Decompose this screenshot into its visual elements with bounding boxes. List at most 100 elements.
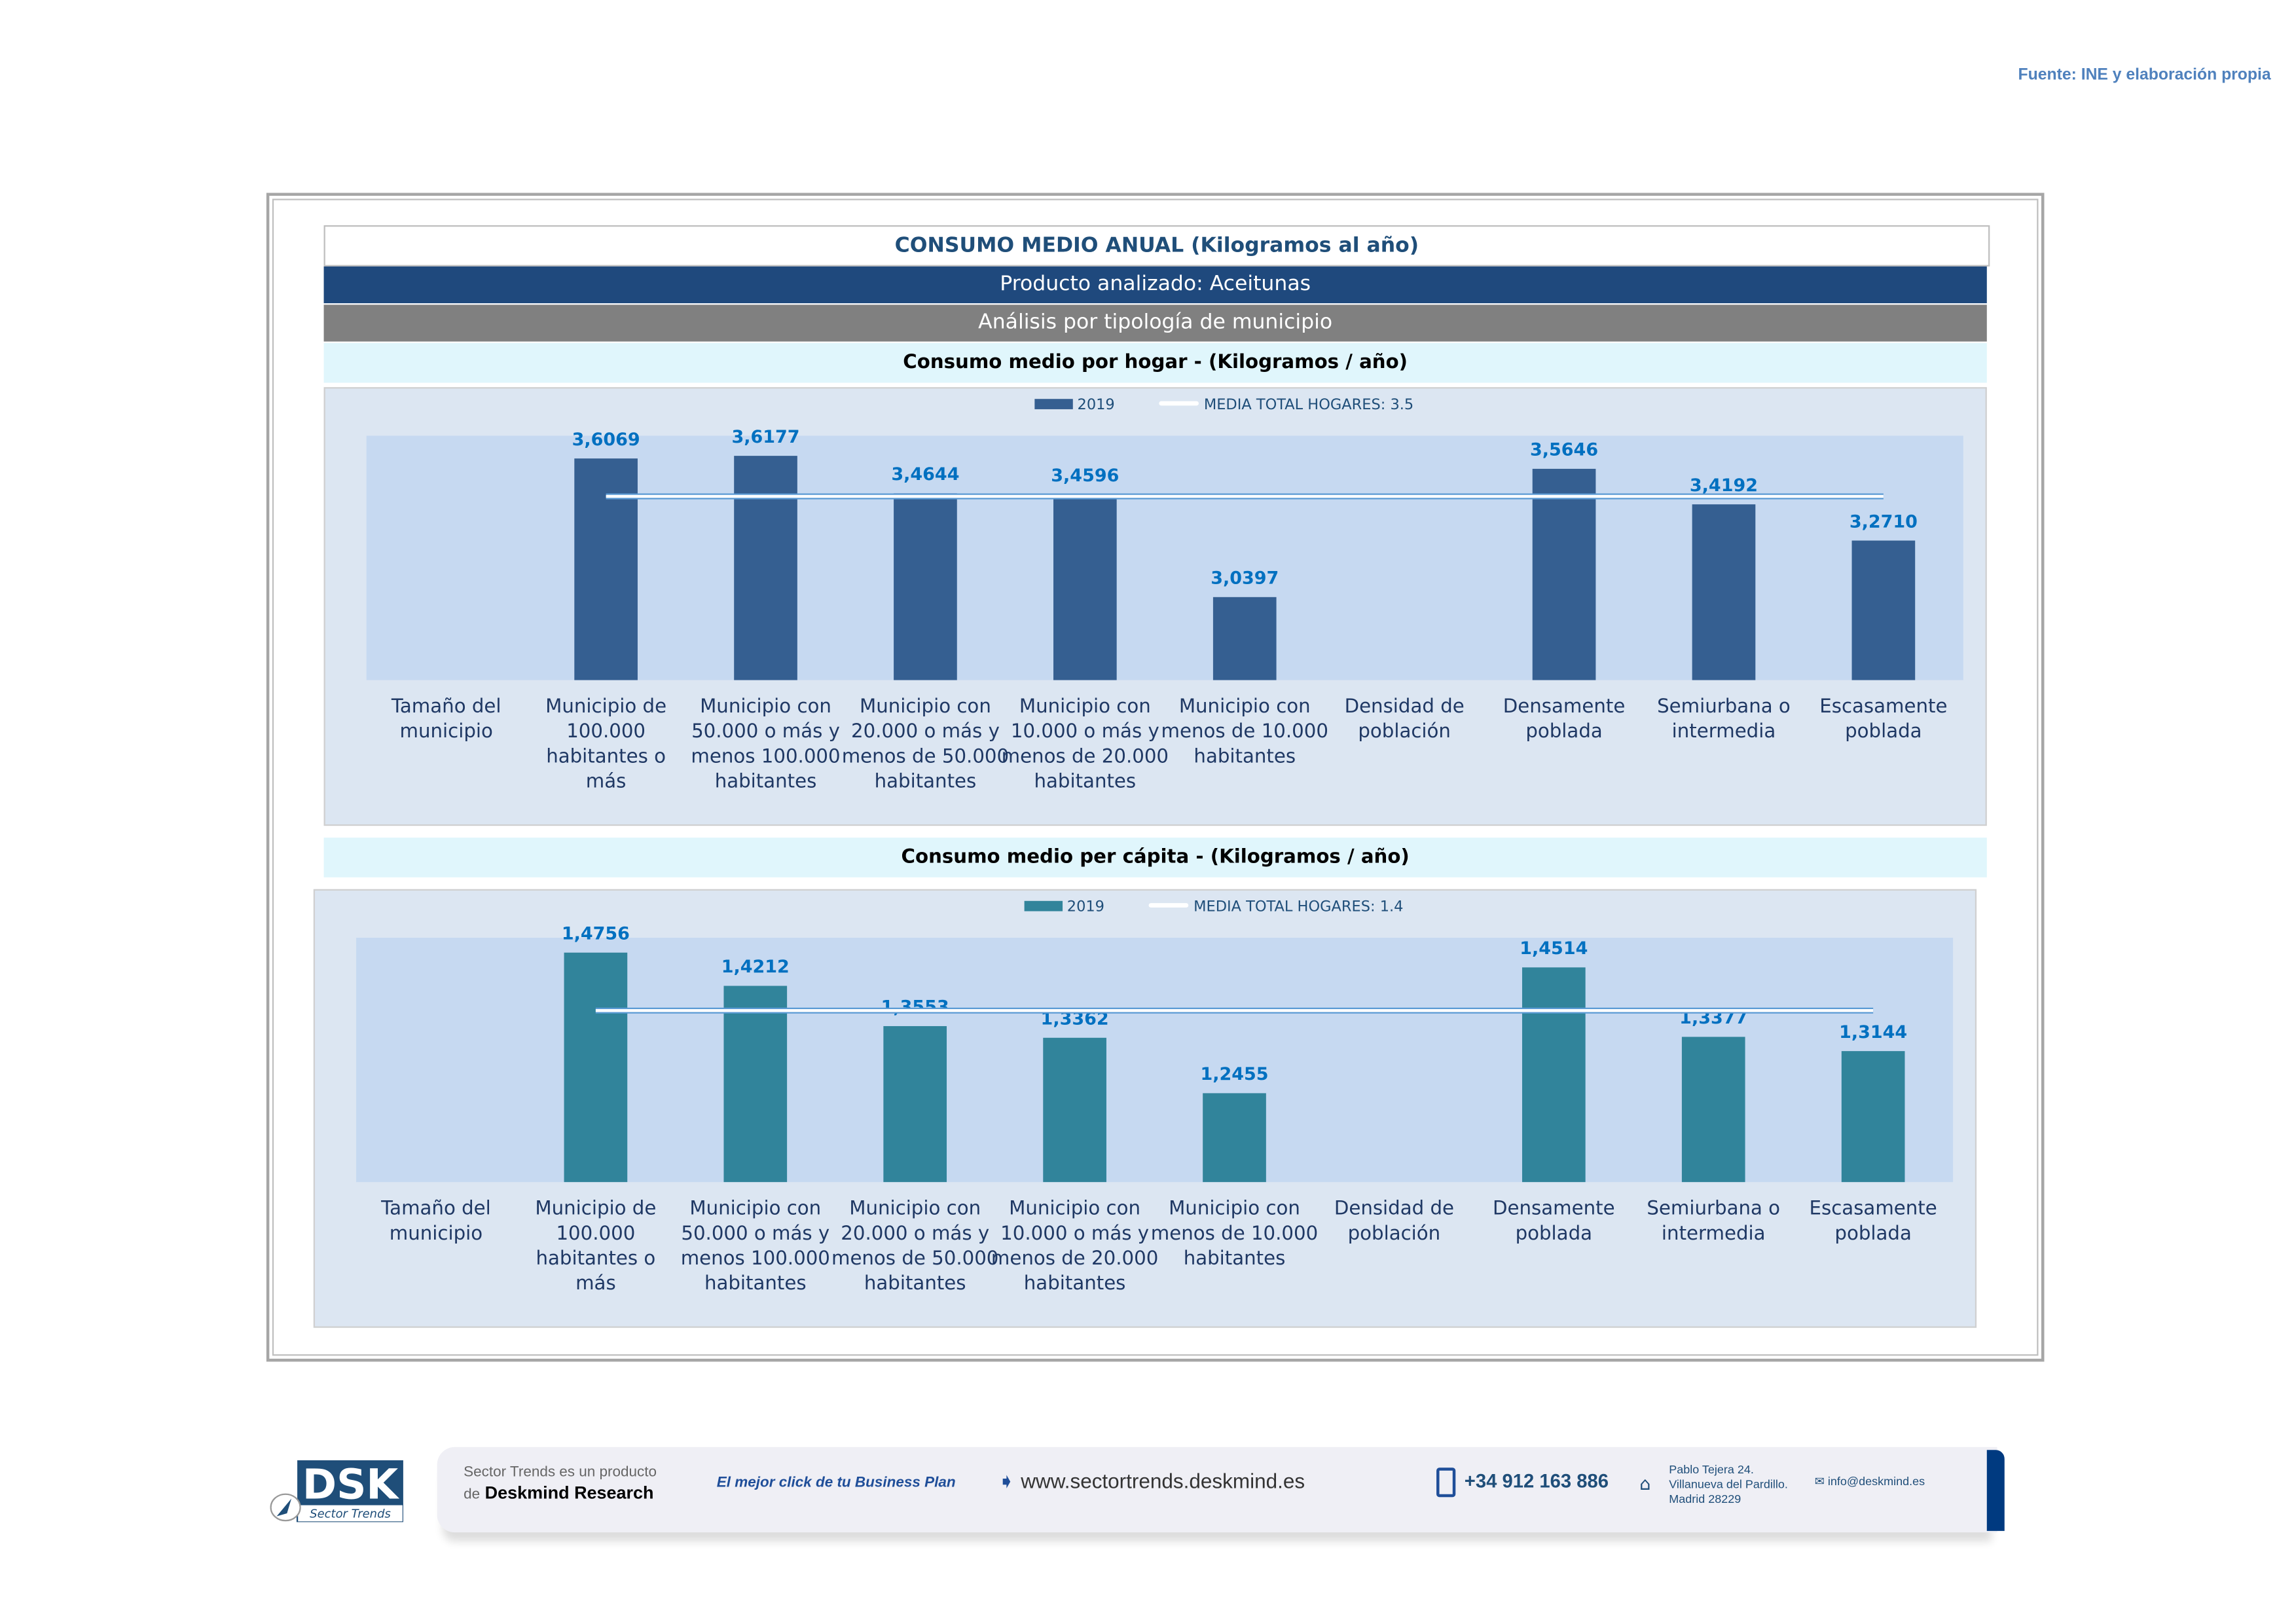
bar (574, 458, 638, 680)
chart-capita-svg: 2019 MEDIA TOTAL HOGARES: 1.4 Tamaño del mu… (356, 898, 1954, 1294)
legend-label-mean: MEDIA TOTAL HOGARES: 1.4 (1194, 898, 1403, 915)
category-label: Municipio con (700, 695, 831, 717)
category-label: población (1348, 1222, 1441, 1244)
category-label: menos 100.000 (691, 745, 840, 767)
category-label: intermedia (1672, 720, 1776, 742)
data-label: 1,4212 (721, 957, 790, 977)
footer-phone[interactable]: +34 912 163 886 (1464, 1469, 1609, 1492)
data-label: 3,4192 (1690, 475, 1758, 496)
category-label: municipio (400, 720, 493, 742)
address-line: Madrid 28229 (1669, 1492, 1741, 1506)
category-label: Municipio con (689, 1197, 821, 1219)
product-banner: Producto analizado: Aceitunas (323, 266, 1987, 304)
category-label: habitantes (1184, 1247, 1286, 1269)
data-label: 3,4596 (1051, 466, 1119, 486)
data-label: 3,4644 (891, 464, 959, 485)
home-icon: ⌂ (1639, 1473, 1651, 1494)
category-label: 20.000 o más y (851, 720, 1000, 742)
footer-email-link[interactable]: info@deskmind.es (1827, 1475, 1925, 1488)
chart-capita: 2019 MEDIA TOTAL HOGARES: 1.4 Tamaño del mu… (313, 889, 1977, 1328)
data-label: 1,2455 (1200, 1064, 1268, 1084)
category-label: Escasamente (1810, 1197, 1937, 1219)
category-label: Municipio con (1009, 1197, 1140, 1219)
svg-text:DSK: DSK (302, 1460, 400, 1508)
category-label: municipio (390, 1222, 483, 1244)
category-label: Municipio con (1179, 695, 1311, 717)
category-label: 100.000 (566, 720, 646, 742)
bar (1841, 1051, 1905, 1183)
data-label: 1,3553 (881, 997, 949, 1018)
category-label: Tamaño del (380, 1197, 491, 1219)
category-label: Municipio de (535, 1197, 656, 1219)
bar (1692, 504, 1756, 680)
footer-bar (437, 1447, 1997, 1533)
arrow-right-icon: ➧ (998, 1469, 1015, 1493)
bar (1212, 597, 1277, 680)
category-label: menos de 10.000 (1151, 1222, 1318, 1244)
phone-icon (1436, 1467, 1456, 1498)
category-label: Densamente (1493, 1197, 1615, 1219)
bar (1522, 967, 1586, 1183)
data-label: 1,4756 (562, 924, 630, 944)
analysis-banner: Análisis por tipología de municipio (323, 304, 1987, 342)
bar (734, 456, 797, 680)
category-label: Municipio con (1169, 1197, 1300, 1219)
chart-capita-title: Consumo medio per cápita - (Kilogramos /… (323, 838, 1987, 877)
bar (883, 1025, 947, 1183)
category-label: Densidad de (1334, 1197, 1454, 1219)
category-label: 20.000 o más y (841, 1222, 989, 1244)
footer-address: Pablo Tejera 24. Villanueva del Pardillo… (1669, 1464, 1788, 1507)
dsk-logo: DSK Sector Trends (268, 1460, 405, 1523)
category-label: Escasamente (1819, 695, 1947, 717)
category-label: poblada (1834, 1222, 1911, 1244)
bar (723, 986, 788, 1183)
footer-tagline: Sector Trends es un producto (464, 1464, 657, 1481)
chart-hogar-svg: 2019 MEDIA TOTAL HOGARES: 3.5 Tamaño del mu… (366, 396, 1963, 792)
legend-label-mean: MEDIA TOTAL HOGARES: 3.5 (1204, 396, 1413, 413)
bar (564, 952, 628, 1183)
category-label: más (586, 770, 627, 792)
logo-image: DSK Sector Trends (270, 1460, 405, 1523)
bar (1043, 1037, 1106, 1183)
category-label: Semiurbana o (1657, 695, 1791, 717)
footer-slogan: El mejor click de tu Business Plan (716, 1475, 956, 1492)
category-label: poblada (1845, 720, 1922, 742)
legend-label-2019: 2019 (1067, 898, 1104, 915)
data-label: 3,2710 (1850, 511, 1918, 532)
bar (1532, 468, 1596, 680)
category-label: habitantes (875, 770, 977, 792)
category-label: menos de 20.000 (1002, 745, 1169, 767)
category-label: Municipio de (545, 695, 666, 717)
category-label: menos de 10.000 (1161, 720, 1328, 742)
category-label: Tamaño del (391, 695, 501, 717)
data-label: 1,4514 (1520, 938, 1588, 959)
chart-hogar-title: Consumo medio por hogar - (Kilogramos / … (323, 342, 1987, 383)
legend-swatch-2019 (1024, 900, 1063, 912)
category-label: 50.000 o más y (681, 1222, 829, 1244)
category-label: más (575, 1272, 616, 1294)
footer-tag-pre: de (464, 1486, 481, 1504)
footer-website-link[interactable]: www.sectortrends.deskmind.es (1021, 1469, 1305, 1493)
category-label: Municipio con (860, 695, 991, 717)
category-label: habitantes (1024, 1272, 1126, 1294)
bar (1681, 1037, 1745, 1183)
data-label: 3,0397 (1211, 568, 1279, 589)
category-label: Densidad de (1345, 695, 1465, 717)
address-line: Pablo Tejera 24. (1669, 1463, 1754, 1477)
bar (1053, 494, 1117, 680)
data-label: 3,6177 (731, 427, 799, 447)
category-label: menos de 50.000 (842, 745, 1009, 767)
category-label: 50.000 o más y (691, 720, 840, 742)
footer-accent (1986, 1450, 2005, 1531)
bar (1851, 540, 1916, 680)
report-frame (266, 193, 2045, 1362)
category-label: 10.000 o más y (1011, 720, 1159, 742)
category-label: poblada (1516, 1222, 1592, 1244)
address-line: Villanueva del Pardillo. (1669, 1477, 1788, 1492)
category-label: habitantes (704, 1272, 807, 1294)
mail-icon: ✉ (1814, 1475, 1825, 1488)
category-label: habitantes (1194, 745, 1296, 767)
category-label: menos de 20.000 (991, 1247, 1158, 1269)
category-label: Semiurbana o (1647, 1197, 1780, 1219)
category-label: Municipio con (1019, 695, 1151, 717)
